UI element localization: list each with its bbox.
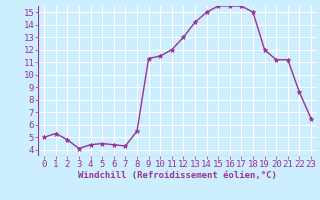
X-axis label: Windchill (Refroidissement éolien,°C): Windchill (Refroidissement éolien,°C) [78, 171, 277, 180]
